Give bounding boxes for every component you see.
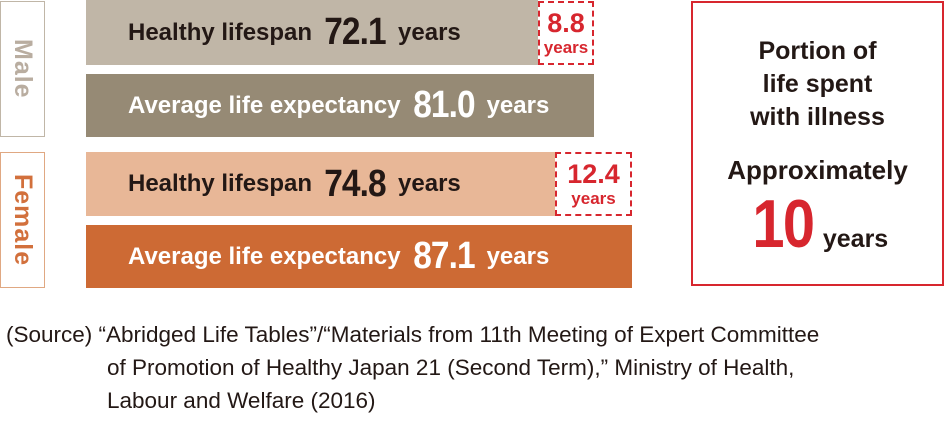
source-line: Labour and Welfare (2016) [107,388,376,413]
summary-unit: years [822,225,889,253]
bar-unit: years [398,170,461,197]
difference-unit: years [543,38,589,57]
source-line: (Source) “Abridged Life Tables”/“Materia… [6,322,820,347]
female-label-text: Female [9,173,37,267]
illness-summary-box: Portion of life spent with illness Appro… [691,1,944,286]
bar-female-healthy-lifespan: Healthy lifespan 74.8 years [86,152,555,216]
difference-value: 12.4 [567,159,620,189]
bar-label: Healthy lifespan [128,170,313,197]
bar-value: 74.8 [324,162,386,205]
source-note: (Source) “Abridged Life Tables”/“Materia… [6,318,819,417]
summary-value: 10 [752,186,815,262]
bar-value: 72.1 [324,11,386,53]
bar-value: 87.1 [412,235,475,277]
difference-value: 8.8 [547,8,585,38]
male-difference-box: 8.8 years [538,1,594,65]
summary-value-row: 10 years [693,185,942,263]
bar-label: Healthy lifespan [128,18,313,46]
bar-female-average-life-expectancy: Average life expectancy 87.1 years [86,225,632,288]
summary-line: life spent [762,70,873,98]
summary-line: Portion of [758,37,877,65]
bar-male-healthy-lifespan: Healthy lifespan 72.1 years [86,0,538,65]
bar-label: Average life expectancy [128,242,401,270]
bar-unit: years [398,18,461,46]
bar-value: 81.0 [412,84,475,126]
summary-line: with illness [750,103,885,131]
bar-label: Average life expectancy [128,91,401,119]
male-group-label: Male [0,1,45,137]
bar-unit: years [486,242,550,270]
source-line: of Promotion of Healthy Japan 21 (Second… [107,355,795,380]
male-label-text: Male [9,39,37,99]
bar-male-average-life-expectancy: Average life expectancy 81.0 years [86,74,594,137]
summary-headline: Portion of life spent with illness [693,35,942,134]
bar-unit: years [486,91,550,119]
female-group-label: Female [0,152,45,288]
female-difference-box: 12.4 years [555,152,632,216]
summary-approx: Approximately [727,155,908,185]
difference-unit: years [571,189,616,208]
